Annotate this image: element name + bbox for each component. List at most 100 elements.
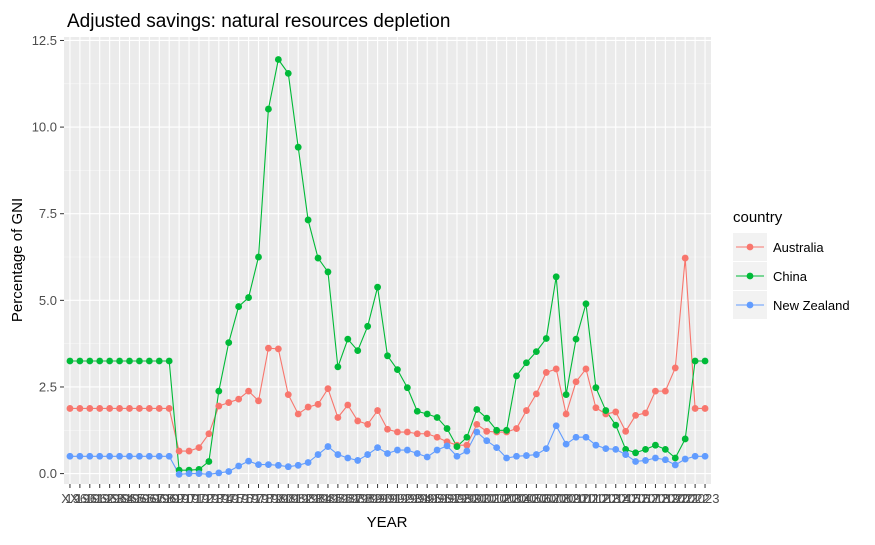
data-point-china <box>165 357 173 365</box>
data-point-china <box>483 414 491 422</box>
data-point-new-zealand <box>304 459 312 466</box>
x-tick-label: 1996 <box>423 491 452 506</box>
x-tick-label: 2000 <box>462 491 491 506</box>
series-points <box>66 56 709 478</box>
x-tick-label: 2004 <box>502 491 531 506</box>
data-point-new-zealand <box>205 470 213 478</box>
data-point-australia <box>413 430 421 438</box>
data-point-china <box>205 458 213 465</box>
data-point-china <box>314 254 322 262</box>
data-point-australia <box>582 365 590 373</box>
data-point-china <box>374 283 381 291</box>
data-point-new-zealand <box>661 456 669 464</box>
data-point-china <box>245 294 252 301</box>
data-point-new-zealand <box>76 452 84 460</box>
data-point-china <box>592 384 600 392</box>
data-point-australia <box>175 447 183 455</box>
x-tick-label: 1962 <box>85 491 114 506</box>
x-tick-label: 1987 <box>333 491 362 506</box>
data-point-new-zealand <box>671 461 679 469</box>
x-tick-label: 1981 <box>274 491 303 506</box>
data-point-australia <box>532 390 540 398</box>
x-tick-label: 2018 <box>641 491 670 506</box>
data-point-new-zealand <box>463 447 471 455</box>
data-point-new-zealand <box>106 452 114 460</box>
x-tick-label: 1994 <box>403 491 432 506</box>
data-point-china <box>225 339 233 347</box>
data-point-china <box>136 357 143 365</box>
x-tick-label: 1993 <box>393 491 422 506</box>
data-point-china <box>602 407 610 414</box>
data-point-australia <box>562 410 570 418</box>
data-point-china <box>394 366 401 374</box>
data-point-china <box>106 357 114 365</box>
y-tick-label: 12.5 <box>32 33 57 48</box>
data-point-china <box>354 347 362 354</box>
data-point-new-zealand <box>324 443 332 450</box>
x-tick-label: 1971 <box>175 491 204 506</box>
data-point-china <box>215 387 223 395</box>
x-tick-label: 2013 <box>591 491 620 506</box>
legend-item: Australia <box>733 233 824 261</box>
x-tick-label: 2001 <box>472 491 501 506</box>
data-point-new-zealand <box>562 440 570 448</box>
data-point-new-zealand <box>126 452 133 460</box>
data-point-new-zealand <box>582 433 590 441</box>
x-tick-label: 1974 <box>204 491 233 506</box>
data-point-australia <box>126 405 133 412</box>
data-point-china <box>413 407 421 415</box>
x-tick-label: 1969 <box>155 491 184 506</box>
x-tick-label: 1973 <box>194 491 223 506</box>
x-tick-label: 1990 <box>363 491 392 506</box>
x-tick-label: 1970 <box>165 491 194 506</box>
data-point-australia <box>701 405 709 412</box>
data-point-australia <box>284 391 292 398</box>
data-point-china <box>403 384 411 392</box>
data-point-china <box>126 357 133 365</box>
data-point-new-zealand <box>175 470 183 478</box>
x-tick-label: 1985 <box>313 491 342 506</box>
x-tick-label: 1988 <box>343 491 372 506</box>
data-point-new-zealand <box>116 452 123 460</box>
x-tick-label: 1977 <box>234 491 263 506</box>
data-point-australia <box>364 421 372 428</box>
x-tick-label: 2010 <box>562 491 591 506</box>
data-point-australia <box>165 405 173 412</box>
data-point-australia <box>483 427 491 435</box>
data-point-australia <box>195 444 203 452</box>
x-tick-label: 1979 <box>254 491 283 506</box>
x-tick-label: 2006 <box>522 491 551 506</box>
data-point-china <box>235 303 243 310</box>
data-point-new-zealand <box>493 444 501 452</box>
x-tick-label: 2008 <box>542 491 571 506</box>
data-point-new-zealand <box>542 445 550 453</box>
x-tick-label: 1963 <box>95 491 124 506</box>
data-point-china <box>691 357 699 365</box>
legend-item: China <box>733 262 808 290</box>
x-tick-label: 1999 <box>452 491 481 506</box>
y-axis-title: Percentage of GNI <box>9 198 26 322</box>
data-point-new-zealand <box>552 422 560 430</box>
data-point-new-zealand <box>681 455 689 463</box>
data-point-china <box>552 273 560 281</box>
x-tick-label: 1997 <box>433 491 462 506</box>
data-point-new-zealand <box>185 470 193 478</box>
legend-label: China <box>773 269 808 284</box>
data-point-australia <box>572 378 580 386</box>
data-point-australia <box>384 425 391 433</box>
data-point-china <box>304 216 312 224</box>
x-tick-label: 2007 <box>532 491 561 506</box>
data-point-china <box>265 105 272 113</box>
data-point-australia <box>622 427 630 435</box>
y-tick-label: 2.5 <box>39 379 57 394</box>
data-point-australia <box>215 402 223 410</box>
data-point-new-zealand <box>96 452 104 460</box>
data-point-new-zealand <box>354 457 362 464</box>
data-point-australia <box>433 433 441 441</box>
x-tick-label: 1989 <box>353 491 382 506</box>
x-tick-label: 1982 <box>284 491 313 506</box>
legend-label: Australia <box>773 240 824 255</box>
data-point-new-zealand <box>632 458 639 465</box>
data-point-australia <box>185 447 193 455</box>
